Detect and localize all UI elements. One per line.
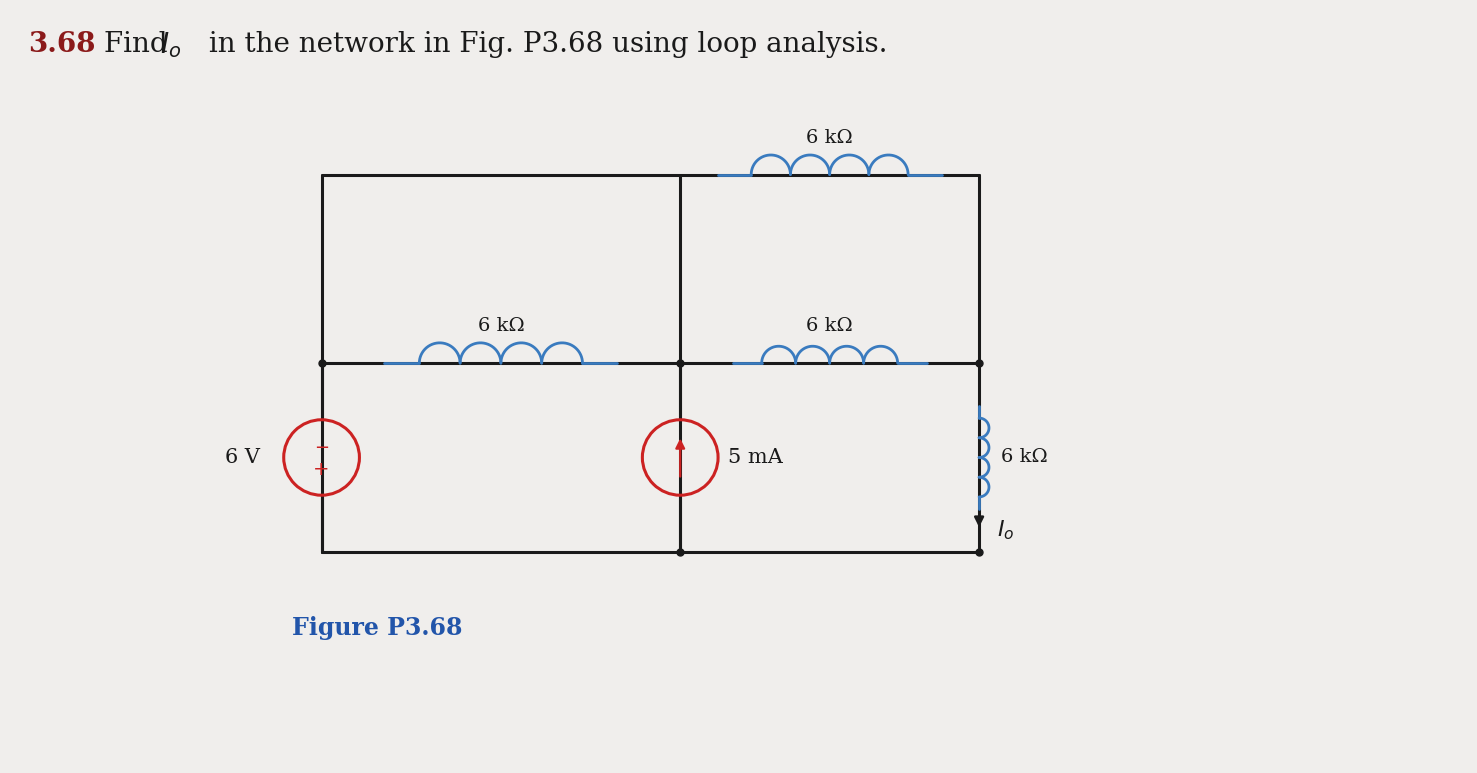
Text: 6 kΩ: 6 kΩ bbox=[806, 318, 854, 335]
Text: 6 V: 6 V bbox=[225, 448, 260, 467]
Text: Figure P3.68: Figure P3.68 bbox=[291, 616, 462, 640]
Text: 3.68: 3.68 bbox=[28, 31, 95, 57]
Text: $I_o$: $I_o$ bbox=[160, 31, 182, 60]
Text: 6 kΩ: 6 kΩ bbox=[806, 129, 854, 147]
Text: Find: Find bbox=[105, 31, 177, 57]
Text: 6 kΩ: 6 kΩ bbox=[477, 318, 524, 335]
Text: −: − bbox=[315, 438, 329, 457]
Text: in the network in Fig. P3.68 using loop analysis.: in the network in Fig. P3.68 using loop … bbox=[199, 31, 888, 57]
Text: +: + bbox=[313, 460, 329, 479]
Text: 5 mA: 5 mA bbox=[728, 448, 783, 467]
Text: 6 kΩ: 6 kΩ bbox=[1001, 448, 1047, 466]
Text: $I_o$: $I_o$ bbox=[997, 518, 1015, 542]
